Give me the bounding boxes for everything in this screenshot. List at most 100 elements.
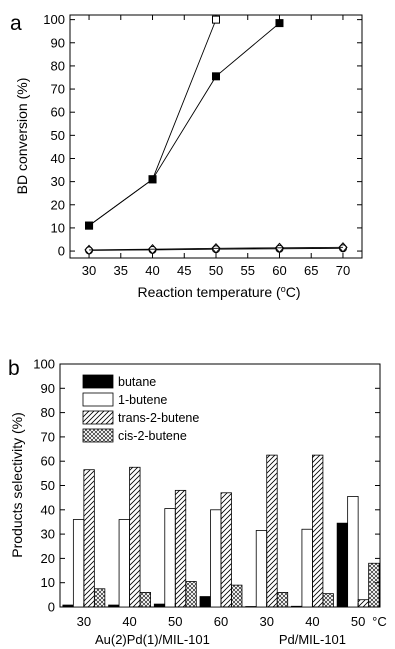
y-tick-label-a: 100	[43, 12, 65, 27]
category-label: 50	[168, 614, 182, 629]
category-labels-b: 30 40 50 60 30 40 50 °C Au(2)Pd(1)/MIL-101 Pd/MIL…	[77, 603, 387, 647]
bar-cis-2-butene	[322, 593, 334, 608]
category-label: 30	[77, 614, 91, 629]
chart-a: a 0 10 20 30 40 50 60 70 80 90 100 30 35 40 45 50 55 60 65…	[10, 12, 363, 300]
y-tick-label-a: 90	[51, 35, 65, 50]
y-tick-label-b: 10	[41, 575, 55, 590]
legend-label-1-butene: 1-butene	[118, 393, 167, 407]
legend-swatch-butane	[82, 374, 114, 389]
bar-trans-2-butene	[174, 489, 187, 608]
bar-butane	[153, 603, 166, 608]
bar-1-butene	[164, 508, 176, 608]
point-filled-square	[148, 175, 157, 184]
y-tick-label-b: 20	[41, 551, 55, 566]
bar-trans-2-butene	[83, 469, 95, 608]
bar-group-b	[62, 454, 380, 608]
y-tick-label-a: 10	[51, 220, 65, 235]
legend-label-butane: butane	[118, 375, 156, 389]
bar-butane	[199, 596, 211, 608]
legend-swatch-cis-2-butene	[82, 428, 114, 443]
point-open-diamond	[338, 242, 348, 253]
bar-1-butene	[301, 528, 313, 608]
point-open-diamond	[274, 242, 285, 254]
y-tick-label-a: 80	[51, 58, 65, 73]
x-tick-label-a: 30	[82, 263, 96, 278]
point-open-diamond	[211, 243, 221, 254]
y-tick-label-a: 50	[51, 128, 65, 143]
category-label: 50	[351, 614, 365, 629]
category-label: 60	[214, 614, 228, 629]
bar-trans-2-butene	[266, 454, 278, 608]
series-line-a	[88, 22, 280, 226]
tick-group-a: 0 10 20 30 40 50 60 70 80 90 100 30 35 40 45 50 55 60 65 70	[43, 12, 362, 278]
bar-1-butene	[255, 530, 268, 608]
point-filled-square	[275, 19, 284, 28]
y-tick-label-a: 30	[51, 174, 65, 189]
panel-label-b: b	[8, 357, 20, 380]
point-filled-square	[85, 221, 94, 230]
point-filled-square	[212, 72, 220, 81]
tick-group-b: 0 10 20 30 40 50 60 70 80 90 100	[33, 357, 380, 615]
legend-label-cis-2-butene: cis-2-butene	[118, 429, 187, 443]
y-tick-label-a: 60	[51, 105, 65, 120]
bar-1-butene	[118, 519, 130, 608]
unit-label: °C	[372, 614, 387, 629]
bar-butane	[108, 604, 120, 608]
y-tick-label-b: 60	[41, 454, 55, 469]
bar-1-butene	[347, 496, 359, 608]
x-tick-label-a: 50	[209, 263, 223, 278]
x-tick-label-a: 60	[272, 263, 286, 278]
bar-1-butene	[72, 519, 85, 608]
y-tick-label-a: 70	[51, 82, 65, 97]
x-tick-label-a: 70	[336, 263, 350, 278]
bar-cis-2-butene	[139, 592, 151, 608]
y-tick-label-b: 40	[41, 502, 55, 517]
point-open-diamond	[84, 244, 94, 256]
plot-frame-a	[69, 14, 363, 259]
y-tick-label-a: 0	[58, 244, 65, 259]
series-group-a	[84, 15, 348, 256]
bar-cis-2-butene	[231, 584, 243, 608]
x-tick-label-a: 45	[177, 263, 191, 278]
point-open-square	[212, 15, 220, 24]
bar-trans-2-butene	[220, 492, 232, 608]
series-line-a	[88, 19, 217, 226]
bar-butane	[291, 605, 303, 608]
y-tick-label-b: 70	[41, 429, 55, 444]
series-line-a	[89, 246, 343, 251]
group-label: Au(2)Pd(1)/MIL-101	[95, 632, 210, 647]
bar-cis-2-butene	[93, 588, 106, 608]
bar-butane	[336, 522, 349, 608]
bar-butane	[62, 604, 74, 608]
panel-label-a: a	[10, 12, 22, 35]
y-tick-label-a: 40	[51, 151, 65, 166]
y-axis-label-b: Products selectivity (%)	[9, 412, 25, 557]
bar-trans-2-butene	[312, 454, 324, 608]
y-tick-label-b: 80	[41, 405, 55, 420]
y-tick-label-b: 30	[41, 527, 55, 542]
y-tick-label-b: 100	[33, 357, 55, 372]
x-axis-label-a: Reaction temperature (oC)	[138, 284, 301, 300]
bar-cis-2-butene	[185, 581, 197, 608]
category-label: 40	[122, 614, 136, 629]
bar-cis-2-butene	[276, 592, 289, 608]
chart-b: b 0 10 20 30 40 50 60 70 80 90 100 butane 1-butene t…	[8, 357, 387, 648]
legend-swatch-trans-2-butene	[82, 410, 114, 425]
x-tick-label-a: 65	[304, 263, 318, 278]
x-tick-label-a: 55	[241, 263, 255, 278]
bar-1-butene	[210, 509, 222, 608]
bar-trans-2-butene	[357, 599, 370, 608]
bar-trans-2-butene	[129, 466, 141, 608]
category-label: 30	[259, 614, 273, 629]
point-open-diamond	[147, 243, 158, 255]
y-axis-label-a: BD conversion (%)	[14, 78, 30, 195]
y-tick-label-a: 20	[51, 197, 65, 212]
y-tick-label-b: 0	[48, 600, 55, 615]
x-tick-label-a: 35	[114, 263, 128, 278]
y-tick-label-b: 90	[41, 381, 55, 396]
bar-cis-2-butene	[368, 562, 380, 608]
y-tick-label-b: 50	[41, 478, 55, 493]
category-label: 40	[305, 614, 319, 629]
legend-b: butane 1-butene trans-2-butene cis-2-butene	[82, 374, 199, 443]
